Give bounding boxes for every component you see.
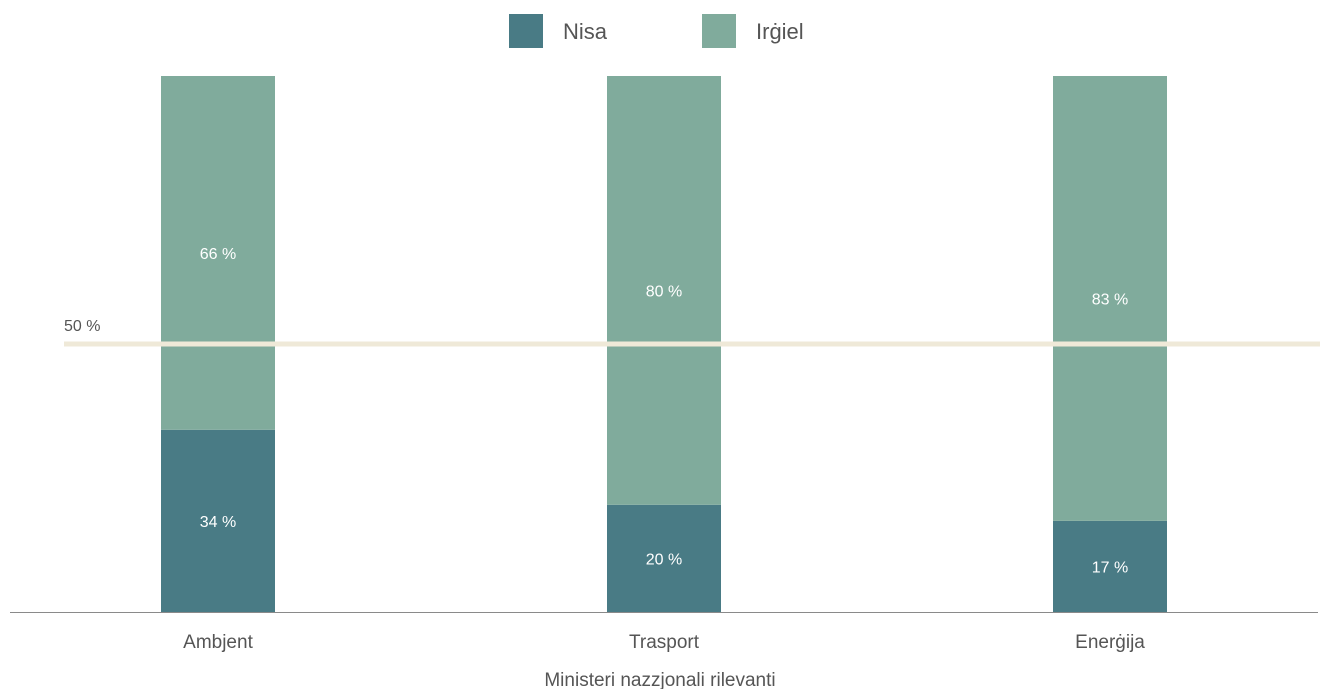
value-label: 17 % xyxy=(1092,559,1128,576)
value-label: 34 % xyxy=(200,514,236,531)
bar-nisa-2 xyxy=(1053,520,1167,612)
legend: Nisa Irġiel xyxy=(509,14,804,48)
legend-swatch-0 xyxy=(509,14,543,48)
bar-nisa-1 xyxy=(607,504,721,612)
value-label: 66 % xyxy=(200,246,236,263)
reference-line-label: 50 % xyxy=(64,318,100,335)
value-labels-group: 34 % 66 % 20 % 80 % 17 % 83 % xyxy=(200,246,1128,577)
bar-ir-iel-1 xyxy=(607,76,721,505)
reference-line-group: 50 % xyxy=(64,318,1320,347)
legend-label-0: Nisa xyxy=(563,19,608,44)
bars-group xyxy=(161,76,1167,612)
bar-nisa-0 xyxy=(161,429,275,612)
x-axis-group: Ambjent Trasport Enerġija Ministeri nazzjon… xyxy=(10,612,1318,691)
legend-label-1: Irġiel xyxy=(756,19,804,44)
x-axis-title: Ministeri nazzjonali rilevanti xyxy=(544,670,775,689)
value-label: 80 % xyxy=(646,283,682,300)
bar-ir-iel-0 xyxy=(161,76,275,430)
category-label: Trasport xyxy=(629,632,700,653)
category-label: Ambjent xyxy=(183,632,253,653)
value-label: 20 % xyxy=(646,551,682,568)
legend-swatch-1 xyxy=(702,14,736,48)
category-label: Enerġija xyxy=(1075,632,1145,653)
value-label: 83 % xyxy=(1092,291,1128,308)
bar-ir-iel-2 xyxy=(1053,76,1167,521)
